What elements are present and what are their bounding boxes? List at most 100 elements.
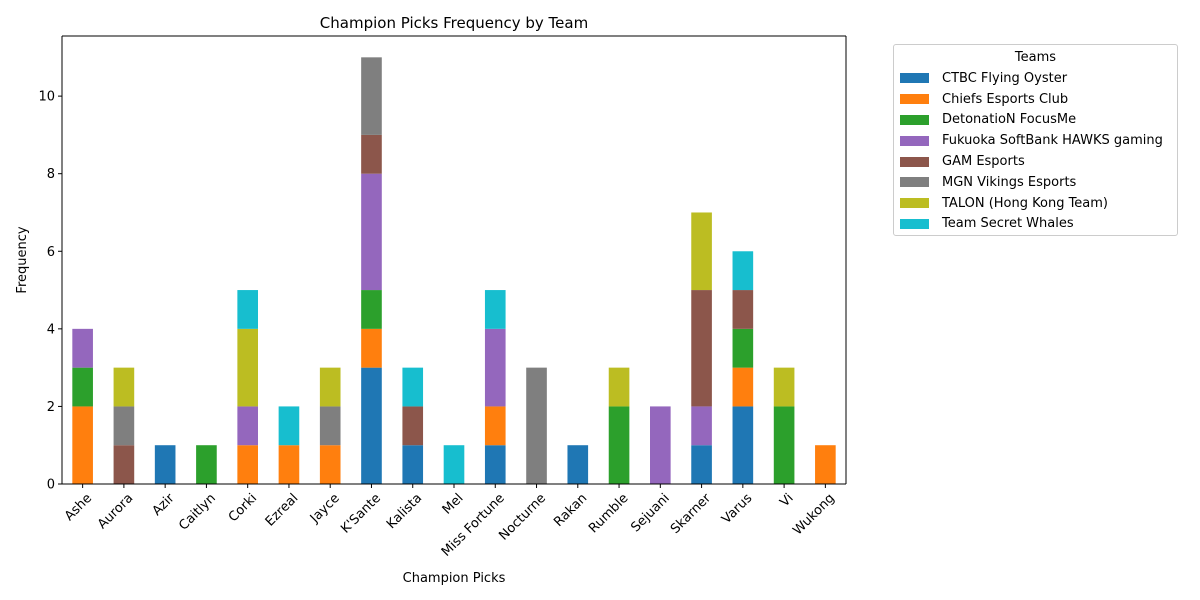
legend-swatch [900, 135, 929, 146]
bar-segment [113, 367, 135, 407]
bar-segment [732, 367, 754, 407]
bar-segment [650, 406, 671, 484]
x-tick-label: Wukong [790, 491, 837, 538]
bar-segment [361, 290, 382, 329]
bar-segment [402, 367, 424, 407]
bar-segment [443, 445, 465, 484]
bar-segment [319, 406, 341, 446]
legend-item: Fukuoka SoftBank HAWKS gaming [894, 130, 1177, 151]
bar-segment [608, 367, 630, 407]
x-tick-label: Skarner [668, 490, 715, 537]
x-tick-label: Sejuani [628, 491, 672, 535]
bar-segment [319, 367, 341, 407]
bar-segment [319, 445, 341, 484]
bar-segment [526, 367, 547, 484]
bar-segment [361, 367, 382, 484]
bar-segment [113, 406, 135, 446]
legend-swatch [900, 73, 929, 84]
legend-item: GAM Esports [894, 151, 1177, 172]
legend-swatch [900, 218, 929, 229]
bar-segment [278, 406, 300, 446]
bar-segment [608, 406, 630, 484]
bar-segment [237, 328, 258, 407]
bar-segment [361, 57, 382, 135]
legend-label: MGN Vikings Esports [942, 174, 1077, 190]
y-tick-label: 6 [47, 245, 55, 260]
bar-segment [154, 445, 176, 484]
x-tick-label: Caitlyn [176, 491, 219, 534]
bar-segment [732, 290, 754, 329]
bar-segment [484, 406, 506, 446]
bar-segment [237, 290, 258, 329]
x-tick-label: K'Sante [338, 491, 384, 537]
legend-swatch [900, 114, 929, 125]
bar-segment [484, 445, 506, 484]
legend-swatch [900, 177, 929, 188]
x-tick-label: Ashe [62, 491, 95, 524]
bar-segment [402, 406, 424, 446]
bar-segment [361, 134, 382, 174]
y-tick-label: 10 [38, 90, 55, 105]
legend-swatch [900, 94, 929, 105]
legend-label: TALON (Hong Kong Team) [942, 195, 1109, 211]
legend-item: Chiefs Esports Club [894, 89, 1177, 110]
bar-segment [691, 290, 712, 407]
legend-label: GAM Esports [942, 154, 1025, 170]
bar-segment [484, 290, 506, 329]
x-tick-label: Aurora [95, 491, 136, 532]
bar-segment [567, 445, 589, 484]
bar-segment [402, 445, 424, 484]
legend-label: CTBC Flying Oyster [942, 70, 1068, 86]
bar-segment [484, 328, 506, 407]
bar-segment [72, 328, 93, 368]
legend-swatch [900, 198, 929, 209]
x-tick-label: Corki [226, 491, 260, 525]
legend: Teams CTBC Flying Oyster Chiefs Esports C… [893, 44, 1178, 236]
bar-segment [113, 445, 135, 484]
bar-segment [691, 445, 712, 484]
bar-segment [237, 445, 258, 484]
legend-label: DetonatioN FocusMe [942, 112, 1077, 128]
bar-segment [278, 445, 300, 484]
bar-segment [72, 406, 93, 484]
bar-segment [815, 445, 836, 484]
bar-segment [773, 406, 795, 484]
bar-segment [691, 406, 712, 446]
y-tick-label: 2 [47, 400, 55, 415]
bar-segment [361, 328, 382, 368]
legend-label: Fukuoka SoftBank HAWKS gaming [942, 133, 1163, 149]
bar-segment [732, 328, 754, 368]
legend-item: MGN Vikings Esports [894, 172, 1177, 193]
x-tick-label: Mel [440, 491, 467, 518]
y-tick-label: 0 [47, 478, 55, 493]
x-tick-label: Vi [777, 491, 796, 510]
x-tick-label: Rumble [586, 491, 631, 536]
bar-segment [732, 251, 754, 291]
bar-segment [691, 212, 712, 291]
y-axis-label: Frequency [15, 226, 30, 293]
legend-label: Chiefs Esports Club [942, 91, 1069, 107]
x-tick-label: Varus [719, 491, 755, 527]
bar-segment [773, 367, 795, 407]
legend-label: Team Secret Whales [942, 216, 1074, 232]
legend-swatch [900, 156, 929, 167]
x-tick-label: Jayce [307, 491, 343, 527]
chart-title: Champion Picks Frequency by Team [320, 14, 588, 32]
bar-segment [72, 367, 93, 407]
x-tick-label: Ezreal [263, 491, 302, 530]
legend-item: CTBC Flying Oyster [894, 68, 1177, 89]
bar-segment [732, 406, 754, 484]
x-tick-label: Azir [150, 490, 179, 519]
legend-title: Teams [1014, 50, 1057, 65]
x-tick-label: Kalista [384, 491, 425, 532]
y-tick-label: 8 [47, 167, 55, 182]
legend-item: Team Secret Whales [894, 214, 1177, 235]
x-axis-label: Champion Picks [403, 571, 506, 586]
legend-items: CTBC Flying Oyster Chiefs Esports Club Det… [894, 68, 1177, 234]
bar-segment [196, 445, 217, 484]
bar-segment [237, 406, 258, 446]
x-tick-label: Rakan [551, 491, 590, 530]
bars-group [72, 57, 836, 484]
